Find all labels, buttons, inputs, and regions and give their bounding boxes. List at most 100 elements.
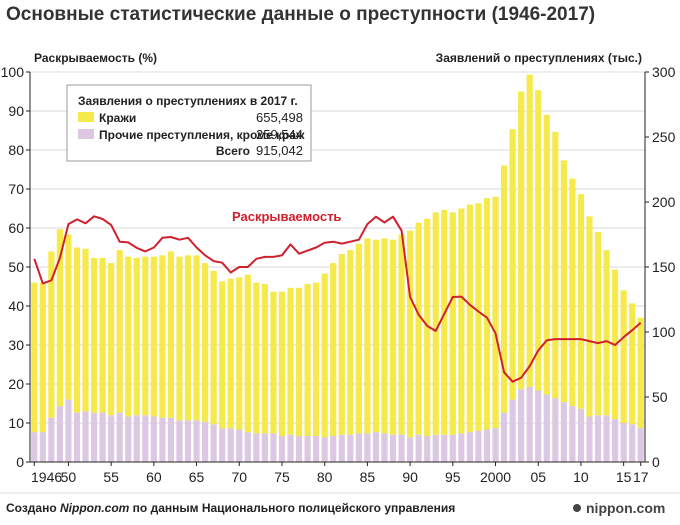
bar-other-1992 bbox=[424, 436, 431, 462]
bar-theft-1955 bbox=[108, 263, 115, 416]
bar-theft-1947 bbox=[39, 282, 46, 433]
bar-other-2002 bbox=[509, 399, 516, 462]
bar-other-1985 bbox=[364, 433, 371, 462]
bar-theft-1992 bbox=[424, 218, 431, 436]
legend-swatch-other bbox=[78, 129, 94, 139]
bar-theft-1950 bbox=[65, 234, 72, 400]
bar-theft-1959 bbox=[142, 256, 149, 416]
left-tick-label: 70 bbox=[8, 181, 24, 197]
bar-other-2005 bbox=[535, 390, 542, 462]
bar-other-1994 bbox=[441, 434, 448, 462]
bar-other-1955 bbox=[108, 415, 115, 462]
bar-other-1997 bbox=[466, 432, 473, 462]
bar-theft-1954 bbox=[99, 257, 106, 413]
bar-other-1982 bbox=[338, 434, 345, 462]
left-tick-label: 90 bbox=[8, 103, 24, 119]
bar-other-2012 bbox=[594, 415, 602, 462]
x-tick-label: 05 bbox=[530, 469, 546, 485]
x-tick-label: 70 bbox=[231, 469, 247, 485]
x-tick-label: 90 bbox=[402, 469, 418, 485]
left-tick-label: 100 bbox=[1, 64, 25, 80]
left-tick-label: 60 bbox=[8, 220, 24, 236]
footer-source-prefix: Создано bbox=[6, 501, 60, 515]
bar-other-1981 bbox=[330, 436, 337, 462]
bar-other-1962 bbox=[167, 417, 175, 462]
bar-theft-2002 bbox=[509, 129, 516, 400]
right-tick-label: 150 bbox=[652, 259, 676, 275]
bar-other-2007 bbox=[552, 398, 559, 462]
bar-theft-1994 bbox=[441, 209, 448, 435]
bar-theft-2011 bbox=[586, 216, 593, 417]
bar-theft-2008 bbox=[560, 160, 567, 403]
bar-theft-1967 bbox=[210, 270, 217, 425]
legend-label-other: Прочие преступления, кроме краж bbox=[99, 128, 305, 142]
footer-source: Создано Nippon.com по данным Национально… bbox=[6, 501, 455, 515]
bar-theft-1958 bbox=[133, 257, 140, 416]
bar-other-2011 bbox=[586, 416, 593, 462]
clearance-line-label: Раскрываемость bbox=[232, 209, 341, 224]
bar-theft-1986 bbox=[372, 239, 380, 433]
bar-other-1953 bbox=[90, 412, 98, 462]
bar-theft-1978 bbox=[304, 283, 311, 436]
bar-other-1960 bbox=[150, 416, 157, 462]
right-tick-label: 50 bbox=[652, 389, 668, 405]
bar-other-2004 bbox=[526, 386, 533, 462]
x-tick-label: 85 bbox=[360, 469, 376, 485]
bar-theft-2012 bbox=[594, 231, 602, 416]
bar-other-1973 bbox=[261, 433, 268, 462]
bar-theft-2016 bbox=[629, 303, 636, 425]
bar-theft-2003 bbox=[518, 91, 525, 390]
bar-theft-1948 bbox=[48, 251, 55, 418]
bar-theft-2004 bbox=[526, 74, 533, 387]
bar-other-1977 bbox=[295, 436, 303, 462]
bar-other-1980 bbox=[321, 437, 328, 462]
right-tick-label: 100 bbox=[652, 324, 676, 340]
bar-other-2014 bbox=[612, 419, 619, 462]
right-ticks: 0 50 100 150 200 250 300 bbox=[645, 64, 676, 470]
bar-other-1950 bbox=[65, 399, 72, 462]
bar-theft-1991 bbox=[415, 222, 422, 435]
bar-other-1990 bbox=[407, 437, 414, 462]
bar-other-1979 bbox=[313, 436, 320, 462]
bar-theft-2005 bbox=[535, 90, 542, 391]
bar-theft-1975 bbox=[278, 291, 286, 436]
bar-theft-1983 bbox=[347, 250, 354, 435]
bar-theft-1999 bbox=[483, 198, 491, 430]
bar-other-1989 bbox=[398, 434, 405, 462]
bar-theft-2000 bbox=[492, 196, 499, 429]
bar-theft-1976 bbox=[287, 287, 294, 435]
bar-other-1987 bbox=[381, 433, 388, 462]
legend-title: Заявления о преступлениях в 2017 г. bbox=[78, 94, 298, 108]
bar-other-1991 bbox=[415, 434, 422, 462]
bar-other-1963 bbox=[176, 420, 183, 462]
footer-source-site: Nippon.com bbox=[60, 501, 130, 515]
x-tick-label: 2000 bbox=[480, 469, 511, 485]
right-tick-label: 0 bbox=[652, 454, 660, 470]
bar-theft-2006 bbox=[543, 114, 550, 395]
bar-theft-1996 bbox=[458, 208, 465, 434]
bar-theft-1953 bbox=[90, 257, 98, 413]
x-tick-label: 15 bbox=[616, 469, 632, 485]
bar-theft-1966 bbox=[202, 263, 209, 422]
legend-total-value: 915,042 bbox=[256, 143, 303, 158]
bar-theft-1979 bbox=[313, 282, 320, 436]
nippon-logo: nippon.com bbox=[573, 500, 665, 516]
bar-other-1984 bbox=[355, 433, 362, 462]
x-tick-label: 55 bbox=[103, 469, 119, 485]
bar-other-2010 bbox=[577, 408, 585, 462]
bar-other-1946 bbox=[31, 432, 38, 462]
bar-theft-1956 bbox=[116, 250, 123, 413]
legend-label-theft: Кражи bbox=[99, 111, 136, 125]
bar-theft-1951 bbox=[73, 247, 81, 413]
bar-theft-1969 bbox=[227, 278, 234, 429]
bar-other-1974 bbox=[270, 433, 277, 462]
bar-theft-1993 bbox=[432, 212, 439, 435]
bar-other-1966 bbox=[202, 421, 209, 462]
bar-theft-1962 bbox=[167, 251, 175, 418]
left-tick-label: 30 bbox=[8, 337, 24, 353]
bar-theft-1965 bbox=[193, 255, 200, 421]
bar-theft-1997 bbox=[466, 204, 473, 433]
bar-other-1947 bbox=[39, 432, 46, 462]
bar-other-1956 bbox=[116, 412, 123, 462]
bar-other-2006 bbox=[543, 394, 550, 462]
